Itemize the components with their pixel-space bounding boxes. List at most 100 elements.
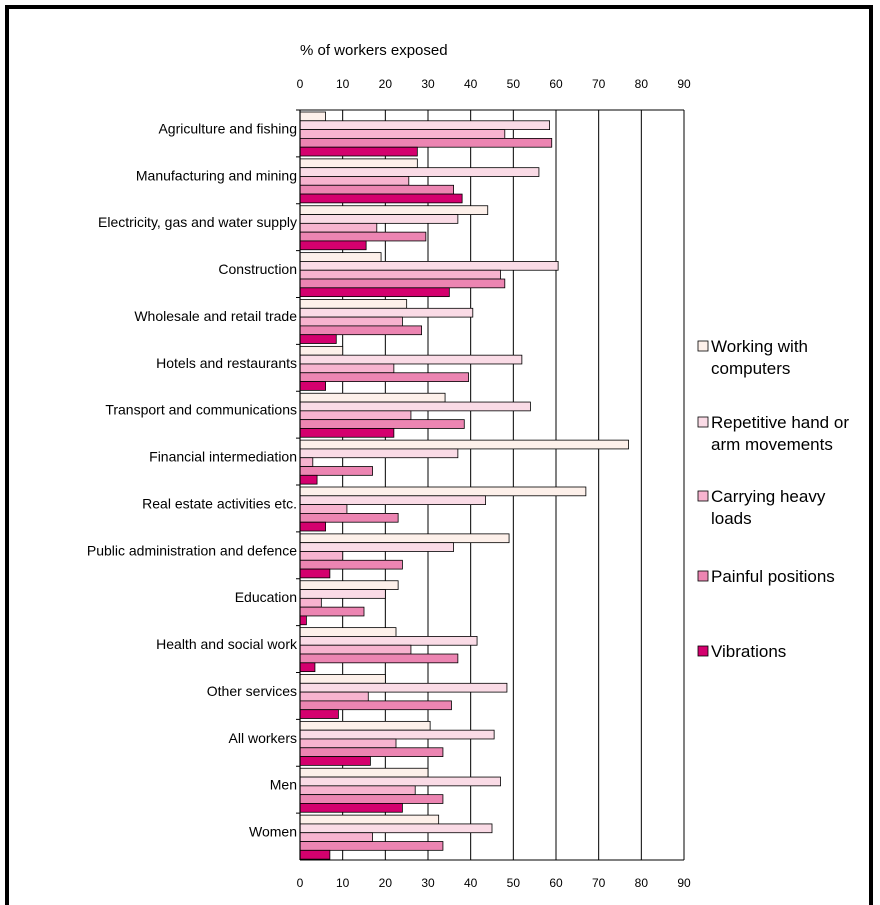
bar xyxy=(299,120,551,131)
chart-title: % of workers exposed xyxy=(300,42,448,59)
legend-swatch xyxy=(697,340,709,352)
bar xyxy=(299,542,455,552)
bar xyxy=(299,814,440,825)
bar xyxy=(299,137,553,148)
bar xyxy=(299,167,540,177)
legend-label: Repetitive hand or xyxy=(711,413,849,432)
category-label: Real estate activities etc. xyxy=(142,495,297,511)
bar xyxy=(299,636,478,646)
category-label: Education xyxy=(235,589,297,605)
x-tick-label-top: 40 xyxy=(464,77,478,91)
bar xyxy=(299,381,327,391)
bar xyxy=(299,597,322,608)
bar xyxy=(299,205,489,215)
bar xyxy=(299,222,378,233)
bar xyxy=(299,589,386,599)
bar xyxy=(299,448,459,459)
x-tick-label-bottom: 60 xyxy=(549,876,563,890)
bar xyxy=(299,720,431,731)
bar xyxy=(299,615,307,626)
bar xyxy=(299,214,459,224)
category-label: Agriculture and fishing xyxy=(158,120,297,136)
bar xyxy=(299,466,373,476)
bar xyxy=(299,231,427,242)
bar xyxy=(299,401,531,412)
bar xyxy=(299,767,429,778)
bar xyxy=(299,307,474,318)
category-label: Men xyxy=(270,777,297,793)
bar xyxy=(299,776,501,787)
bar xyxy=(299,700,452,711)
legend-label: Working with xyxy=(711,337,808,356)
category-labels: Agriculture and fishing Manufacturing and… xyxy=(87,120,298,839)
bar xyxy=(299,372,469,382)
legend-label: Vibrations xyxy=(711,642,786,661)
bar xyxy=(299,474,318,485)
category-label: Public administration and defence xyxy=(87,542,297,558)
bar xyxy=(299,849,331,860)
x-tick-label-top: 50 xyxy=(507,77,521,91)
x-tick-label-top: 60 xyxy=(549,77,563,91)
category-label: Hotels and restaurants xyxy=(156,355,297,371)
bar xyxy=(299,627,397,637)
bar xyxy=(299,334,337,344)
bar xyxy=(299,729,495,740)
x-tick-label-bottom: 80 xyxy=(635,876,649,890)
x-tick-label-top: 70 xyxy=(592,77,606,91)
bar xyxy=(299,521,327,532)
bar xyxy=(299,325,422,336)
bar xyxy=(299,709,339,719)
bar xyxy=(299,193,463,204)
bar xyxy=(299,841,444,851)
x-tick-label-bottom: 20 xyxy=(379,876,393,890)
legend-label: loads xyxy=(711,509,752,528)
category-label: Women xyxy=(249,824,297,840)
chart-frame xyxy=(5,5,873,905)
legend-label: arm movements xyxy=(711,435,833,454)
bar xyxy=(299,261,559,271)
bar xyxy=(299,551,344,561)
bar xyxy=(299,345,344,356)
bar xyxy=(299,486,587,497)
legend-swatch xyxy=(697,570,709,582)
bar xyxy=(299,278,506,289)
bar xyxy=(299,803,403,813)
x-tick-label-bottom: 50 xyxy=(507,876,521,890)
bar xyxy=(299,392,446,403)
category-label: Construction xyxy=(218,261,297,277)
bar xyxy=(299,176,410,186)
category-label: Wholesale and retail trade xyxy=(134,308,297,324)
bar xyxy=(299,691,369,702)
legend: Working with computers Repetitive hand or a… xyxy=(697,337,849,661)
x-tick-label-bottom: 70 xyxy=(592,876,606,890)
bar xyxy=(299,419,465,429)
bar xyxy=(299,738,397,749)
bar xyxy=(299,252,382,262)
bar xyxy=(299,606,365,617)
bar xyxy=(299,184,455,195)
bar xyxy=(299,316,403,327)
bar xyxy=(299,682,508,693)
bar xyxy=(299,410,412,421)
x-tick-label-top: 30 xyxy=(421,77,435,91)
x-tick-label-bottom: 10 xyxy=(336,876,350,890)
bar xyxy=(299,428,395,438)
legend-label: Carrying heavy xyxy=(711,487,826,506)
x-tick-label-bottom: 0 xyxy=(297,876,304,890)
x-tick-label-bottom: 90 xyxy=(677,876,691,890)
bar xyxy=(299,504,348,514)
legend-swatch xyxy=(697,416,709,428)
bar xyxy=(299,832,373,842)
bar xyxy=(299,146,418,157)
bar xyxy=(299,823,493,834)
bar xyxy=(299,568,331,579)
bar xyxy=(299,785,416,796)
bar xyxy=(299,111,327,122)
tick-labels: 0 0 10 10 20 20 30 30 40 40 50 50 60 60 70 70 80 80 90 90 xyxy=(297,77,691,890)
x-tick-label-bottom: 40 xyxy=(464,876,478,890)
bar xyxy=(299,240,367,251)
x-tick-label-top: 90 xyxy=(677,77,691,91)
category-label: Manufacturing and mining xyxy=(136,167,297,183)
bar xyxy=(299,674,386,684)
